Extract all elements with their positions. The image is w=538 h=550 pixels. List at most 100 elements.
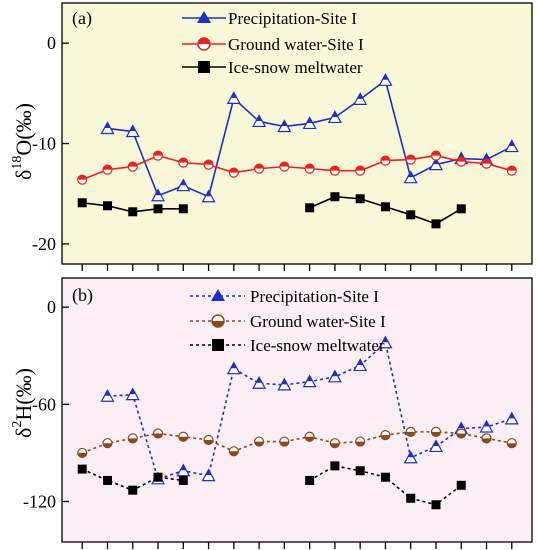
panel-b-ytick-label: -60 <box>32 394 56 414</box>
marker-fill <box>254 164 264 169</box>
panel-a-label: (a) <box>72 8 92 29</box>
data-point-meltwater <box>153 204 163 214</box>
marker-fill <box>229 451 239 456</box>
marker-fill <box>406 155 416 160</box>
marker-fill <box>230 362 237 369</box>
data-point-meltwater <box>431 219 441 229</box>
marker-fill <box>482 159 492 164</box>
svg-text:δ18O(‰): δ18O(‰) <box>10 103 36 180</box>
panel-b-y-axis-label: δ2H(‰) <box>10 368 36 438</box>
legend-a-item-precipitation: Precipitation-Site I <box>182 9 357 28</box>
marker-fill <box>458 152 465 159</box>
marker-fill <box>129 388 136 395</box>
marker-fill <box>256 377 263 383</box>
panel-b-legend: Precipitation-Site I Ground water-Site I… <box>190 287 386 355</box>
marker-fill <box>180 179 187 186</box>
marker-fill <box>431 431 441 437</box>
marker-fill <box>205 469 212 476</box>
marker-fill <box>306 117 313 123</box>
legend-b-label-groundwater: Ground water-Site I <box>250 312 386 331</box>
marker-fill <box>507 443 517 448</box>
data-point-meltwater <box>406 493 416 503</box>
data-point-meltwater <box>456 480 466 490</box>
panel-a-y-axis-label: δ18O(‰) <box>10 103 36 180</box>
marker-fill <box>128 162 138 167</box>
data-point-meltwater <box>456 204 466 214</box>
marker-fill <box>407 451 414 458</box>
panel-a-plot-area <box>61 2 533 265</box>
marker-fill <box>407 171 414 178</box>
panel-b-ylabel-rest: H(‰) <box>11 368 36 421</box>
marker-fill <box>458 422 465 429</box>
marker-fill <box>128 438 138 443</box>
panel-a-ylabel-rest: O(‰) <box>11 103 36 156</box>
marker-fill <box>281 378 288 385</box>
panel-a-ticks: 0 -10 -20 <box>32 33 513 271</box>
data-point-meltwater <box>330 192 340 202</box>
data-point-meltwater <box>153 472 163 482</box>
legend-a-label-precipitation: Precipitation-Site I <box>228 9 357 28</box>
marker-fill <box>508 140 515 147</box>
legend-b-item-precipitation: Precipitation-Site I <box>190 287 379 306</box>
marker-fill <box>406 431 416 437</box>
marker-fill <box>380 156 390 161</box>
data-point-meltwater <box>305 475 315 485</box>
legend-b-triangle-marker <box>211 289 225 301</box>
panel-a-ytick-label: 0 <box>47 33 56 53</box>
panel-a-ylabel-sup: 18 <box>10 156 25 170</box>
marker-fill <box>432 158 439 165</box>
data-point-meltwater <box>380 472 390 482</box>
data-point-meltwater <box>178 475 188 485</box>
marker-fill <box>129 125 136 131</box>
marker-fill <box>330 443 340 448</box>
data-point-precipitation <box>100 121 115 135</box>
legend-a-triangle-marker <box>197 11 211 23</box>
panel-b: 0 -60 -120 (b) δ2H(‰) Precipitation-Site I… <box>10 277 533 549</box>
marker-fill <box>102 165 112 170</box>
marker-fill <box>483 421 490 427</box>
marker-fill <box>382 74 389 80</box>
legend-b-label-meltwater: Ice-snow meltwater <box>250 336 385 355</box>
marker-fill <box>380 435 390 440</box>
panel-a: 0 -10 -20 (a) δ18O(‰) Precipitation-Site I… <box>10 2 533 271</box>
marker-fill <box>483 153 490 160</box>
data-point-meltwater <box>77 198 87 208</box>
marker-fill <box>355 441 365 447</box>
panel-b-marks <box>77 335 519 510</box>
data-point-meltwater <box>128 485 138 495</box>
legend-a-label-groundwater: Ground water-Site I <box>228 35 364 54</box>
data-point-meltwater <box>128 207 138 217</box>
panel-a-ytick-label: -20 <box>32 234 56 254</box>
data-point-meltwater <box>102 475 112 485</box>
data-point-meltwater <box>380 202 390 212</box>
marker-fill <box>482 438 492 443</box>
marker-fill <box>357 93 364 99</box>
panel-b-ylabel-delta: δ <box>11 428 36 438</box>
marker-fill <box>279 162 289 167</box>
marker-fill <box>153 433 163 438</box>
panel-a-legend: Precipitation-Site I Ground water-Site I… <box>182 9 364 77</box>
data-point-meltwater <box>431 500 441 510</box>
svg-text:δ2H(‰): δ2H(‰) <box>10 368 36 438</box>
marker-fill <box>205 190 212 197</box>
marker-fill <box>305 164 315 169</box>
marker-fill <box>306 375 313 382</box>
marker-fill <box>331 370 338 377</box>
marker-fill <box>102 443 112 448</box>
marker-fill <box>432 440 439 446</box>
data-point-meltwater <box>355 194 365 204</box>
data-point-meltwater <box>77 464 87 474</box>
panel-b-ytick-label: 0 <box>47 297 56 317</box>
marker-fill <box>456 157 466 162</box>
marker-fill <box>77 175 87 180</box>
panel-b-ylabel-sup: 2 <box>10 421 25 428</box>
legend-b-square-marker <box>212 339 224 351</box>
marker-fill <box>431 151 441 156</box>
panel-a-marks <box>77 73 519 229</box>
panel-a-ytick-label: -10 <box>32 134 56 154</box>
legend-b-label-precipitation: Precipitation-Site I <box>250 287 379 306</box>
marker-fill <box>254 441 264 447</box>
panel-b-ticks: 0 -60 -120 <box>23 297 513 549</box>
data-point-meltwater <box>330 461 340 471</box>
